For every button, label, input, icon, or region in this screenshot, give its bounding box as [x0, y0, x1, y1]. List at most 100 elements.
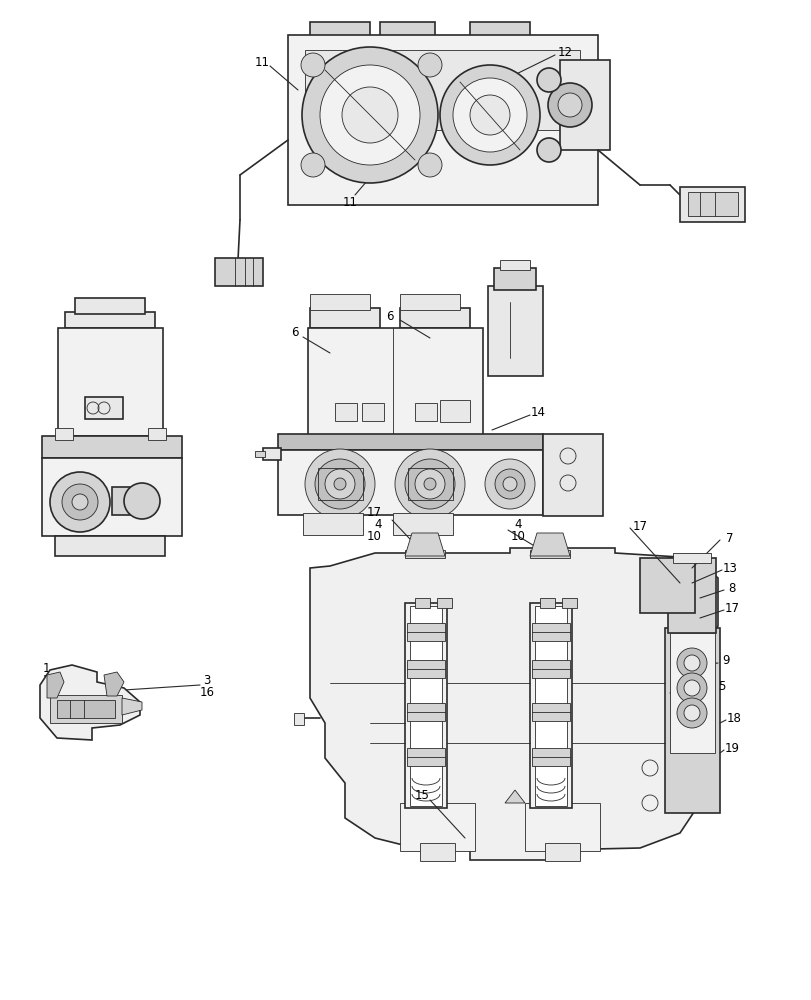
Bar: [380, 22, 435, 40]
Polygon shape: [405, 533, 444, 556]
Bar: [255, 451, 264, 457]
Text: 17: 17: [367, 506, 381, 520]
Polygon shape: [122, 698, 142, 715]
Circle shape: [547, 83, 591, 127]
Bar: [294, 713, 303, 725]
Circle shape: [557, 93, 581, 117]
Text: 4: 4: [513, 518, 521, 532]
Circle shape: [50, 472, 109, 532]
Bar: [470, 22, 530, 36]
Circle shape: [301, 153, 324, 177]
Polygon shape: [504, 790, 525, 803]
Bar: [440, 400, 470, 422]
Bar: [55, 536, 165, 556]
Circle shape: [502, 477, 517, 491]
Text: 11: 11: [342, 196, 357, 209]
Polygon shape: [40, 665, 139, 740]
Text: 2: 2: [42, 674, 50, 686]
Text: 11: 11: [254, 56, 269, 69]
Bar: [493, 268, 535, 290]
Circle shape: [315, 459, 365, 509]
Bar: [57, 700, 115, 718]
Bar: [310, 294, 370, 310]
Bar: [487, 286, 543, 376]
Bar: [672, 553, 710, 563]
Bar: [318, 468, 363, 500]
Bar: [419, 843, 454, 861]
Bar: [436, 598, 452, 608]
Circle shape: [423, 478, 436, 490]
Bar: [639, 558, 694, 613]
Bar: [414, 403, 436, 421]
Bar: [400, 294, 460, 310]
Bar: [42, 458, 182, 536]
Bar: [530, 550, 569, 558]
Bar: [288, 35, 597, 205]
Bar: [405, 603, 446, 808]
Bar: [687, 192, 737, 216]
Bar: [500, 260, 530, 270]
Bar: [215, 258, 263, 286]
Bar: [414, 598, 430, 608]
Circle shape: [333, 478, 345, 490]
Bar: [664, 628, 719, 813]
Circle shape: [495, 469, 525, 499]
Bar: [400, 308, 470, 328]
Polygon shape: [530, 533, 569, 556]
Bar: [148, 428, 165, 440]
Bar: [406, 703, 444, 721]
Text: 16: 16: [200, 686, 214, 700]
Text: 3: 3: [203, 674, 210, 688]
Bar: [531, 660, 569, 678]
Circle shape: [418, 153, 441, 177]
Text: 8: 8: [727, 582, 735, 594]
Bar: [85, 397, 122, 419]
Bar: [534, 606, 566, 806]
Circle shape: [324, 469, 354, 499]
Bar: [277, 450, 543, 515]
Circle shape: [676, 698, 706, 728]
Circle shape: [301, 53, 324, 77]
Polygon shape: [47, 672, 64, 698]
Circle shape: [676, 673, 706, 703]
Bar: [543, 434, 603, 516]
Bar: [362, 403, 384, 421]
Bar: [410, 606, 441, 806]
Bar: [42, 436, 182, 458]
Circle shape: [440, 65, 539, 165]
Circle shape: [536, 68, 560, 92]
Bar: [667, 558, 715, 633]
Bar: [58, 328, 163, 436]
Bar: [50, 695, 122, 723]
Circle shape: [124, 483, 160, 519]
Circle shape: [414, 469, 444, 499]
Text: 14: 14: [530, 406, 545, 418]
Text: 17: 17: [723, 601, 739, 614]
Circle shape: [320, 65, 419, 165]
Bar: [530, 603, 571, 808]
Circle shape: [62, 484, 98, 520]
Bar: [112, 487, 139, 515]
Circle shape: [453, 78, 526, 152]
Bar: [307, 328, 483, 436]
Circle shape: [683, 705, 699, 721]
Bar: [539, 598, 554, 608]
Bar: [531, 703, 569, 721]
Bar: [544, 843, 579, 861]
Circle shape: [72, 494, 88, 510]
Polygon shape: [310, 548, 717, 860]
Bar: [669, 633, 714, 753]
Bar: [561, 598, 577, 608]
Bar: [560, 60, 609, 150]
Text: 10: 10: [367, 530, 381, 544]
Text: 17: 17: [632, 520, 646, 532]
Bar: [407, 468, 453, 500]
Bar: [305, 50, 579, 130]
Circle shape: [305, 449, 375, 519]
Bar: [65, 312, 155, 328]
Bar: [679, 187, 744, 222]
Bar: [335, 403, 357, 421]
Bar: [310, 308, 380, 328]
Text: 6: 6: [386, 310, 393, 322]
Bar: [531, 623, 569, 641]
